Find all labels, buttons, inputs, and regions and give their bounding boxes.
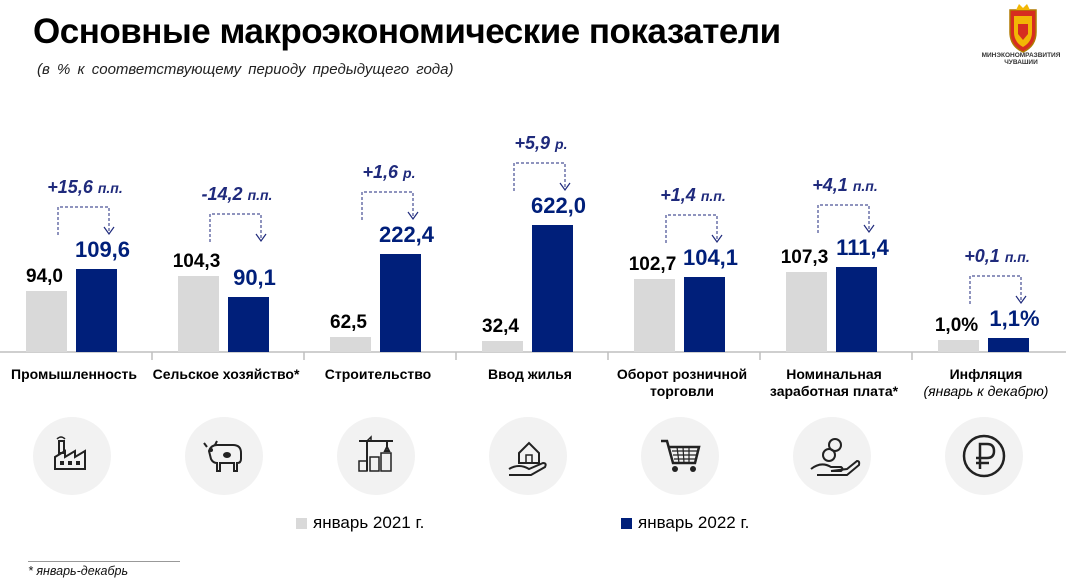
bar-2021 <box>938 340 979 352</box>
bar-2021 <box>178 276 219 352</box>
page-title: Основные макроэкономические показатели <box>33 12 781 51</box>
bar-2022 <box>988 338 1029 352</box>
value-label-2021: 94,0 <box>26 266 63 287</box>
bar-chart: 94,0 109,6 104,3 90,1 62,5 222,4 32,4 622,0 102,… <box>0 133 1066 360</box>
legend-item-2021: январь 2021 г. <box>296 513 424 533</box>
change-label: +15,6 п.п. <box>47 177 122 197</box>
change-label: -14,2 п.п. <box>202 184 273 204</box>
bar-2022 <box>532 225 573 352</box>
legend-label-2022: январь 2022 г. <box>638 513 750 532</box>
bar-2022 <box>836 267 877 352</box>
bar-2021 <box>330 337 371 352</box>
bar-2022 <box>684 277 725 352</box>
change-bracket <box>817 204 870 233</box>
factory-icon <box>33 417 111 495</box>
legend-swatch-2021 <box>296 517 307 529</box>
cow-icon <box>185 417 263 495</box>
change-label: +1,6 р. <box>363 162 416 182</box>
value-label-2021: 32,4 <box>482 316 519 337</box>
ruble-icon <box>945 417 1023 495</box>
bar-2021 <box>482 341 523 352</box>
value-label-2021: 104,3 <box>173 251 221 272</box>
change-bracket <box>513 162 566 191</box>
change-bracket <box>969 275 1022 304</box>
value-label-2022: 222,4 <box>379 222 435 247</box>
footnote-divider <box>28 561 180 562</box>
bar-2022 <box>380 254 421 352</box>
value-label-2021: 102,7 <box>629 254 677 275</box>
change-label: +0,1 п.п. <box>964 246 1029 266</box>
value-label-2022: 111,4 <box>836 235 889 260</box>
change-bracket <box>209 213 262 242</box>
bar-2021 <box>634 279 675 352</box>
category-label: Промышленность <box>11 366 137 382</box>
category-label: Сельское хозяйство* <box>152 366 300 382</box>
change-label: +5,9 р. <box>515 133 568 153</box>
category-label: Ввод жилья <box>488 366 572 382</box>
bar-2021 <box>26 291 67 352</box>
footnote: * январь-декабрь <box>28 564 129 578</box>
value-label-2021: 62,5 <box>330 312 367 333</box>
change-bracket <box>361 191 414 220</box>
money-in-hand-icon <box>793 417 871 495</box>
logo-caption: МИНЭКОНОМРАЗВИТИЯ ЧУВАШИИ <box>981 52 1061 66</box>
value-label-2022: 90,1 <box>233 265 276 290</box>
value-label-2021: 1,0% <box>935 315 978 336</box>
value-label-2022: 622,0 <box>531 193 586 218</box>
page-subtitle: (в % к соответствующему периоду предыдущ… <box>37 61 454 78</box>
category-label: Номинальная заработная плата* <box>769 366 899 399</box>
change-arrowhead <box>1015 295 1027 305</box>
legend-item-2022: январь 2022 г. <box>621 513 749 533</box>
value-label-2022: 109,6 <box>75 237 130 262</box>
category-label: Строительство <box>324 366 432 382</box>
value-label-2021: 107,3 <box>781 247 829 268</box>
change-arrowhead <box>407 211 419 221</box>
change-label: +4,1 п.п. <box>812 175 877 195</box>
change-arrowhead <box>711 234 723 244</box>
bar-2022 <box>228 297 269 352</box>
change-bracket <box>57 206 110 235</box>
construction-icon <box>337 417 415 495</box>
bar-2022 <box>76 269 117 352</box>
change-arrowhead <box>863 224 875 234</box>
change-arrowhead <box>103 226 115 236</box>
value-label-2022: 1,1% <box>989 306 1039 331</box>
change-arrowhead <box>255 233 267 243</box>
change-arrowhead <box>559 182 571 192</box>
coat-of-arms-logo <box>980 2 1066 70</box>
bar-2021 <box>786 272 827 352</box>
shopping-cart-icon <box>641 417 719 495</box>
legend-label-2021: январь 2021 г. <box>313 513 425 532</box>
change-label: +1,4 п.п. <box>660 185 725 205</box>
value-label-2022: 104,1 <box>683 245 738 270</box>
house-in-hand-icon <box>489 417 567 495</box>
legend-swatch-2022 <box>621 517 632 529</box>
category-label: Инфляция (январь к декабрю) <box>923 366 1049 399</box>
change-bracket <box>665 214 718 243</box>
category-label: Оборот розничной торговли <box>616 366 748 399</box>
